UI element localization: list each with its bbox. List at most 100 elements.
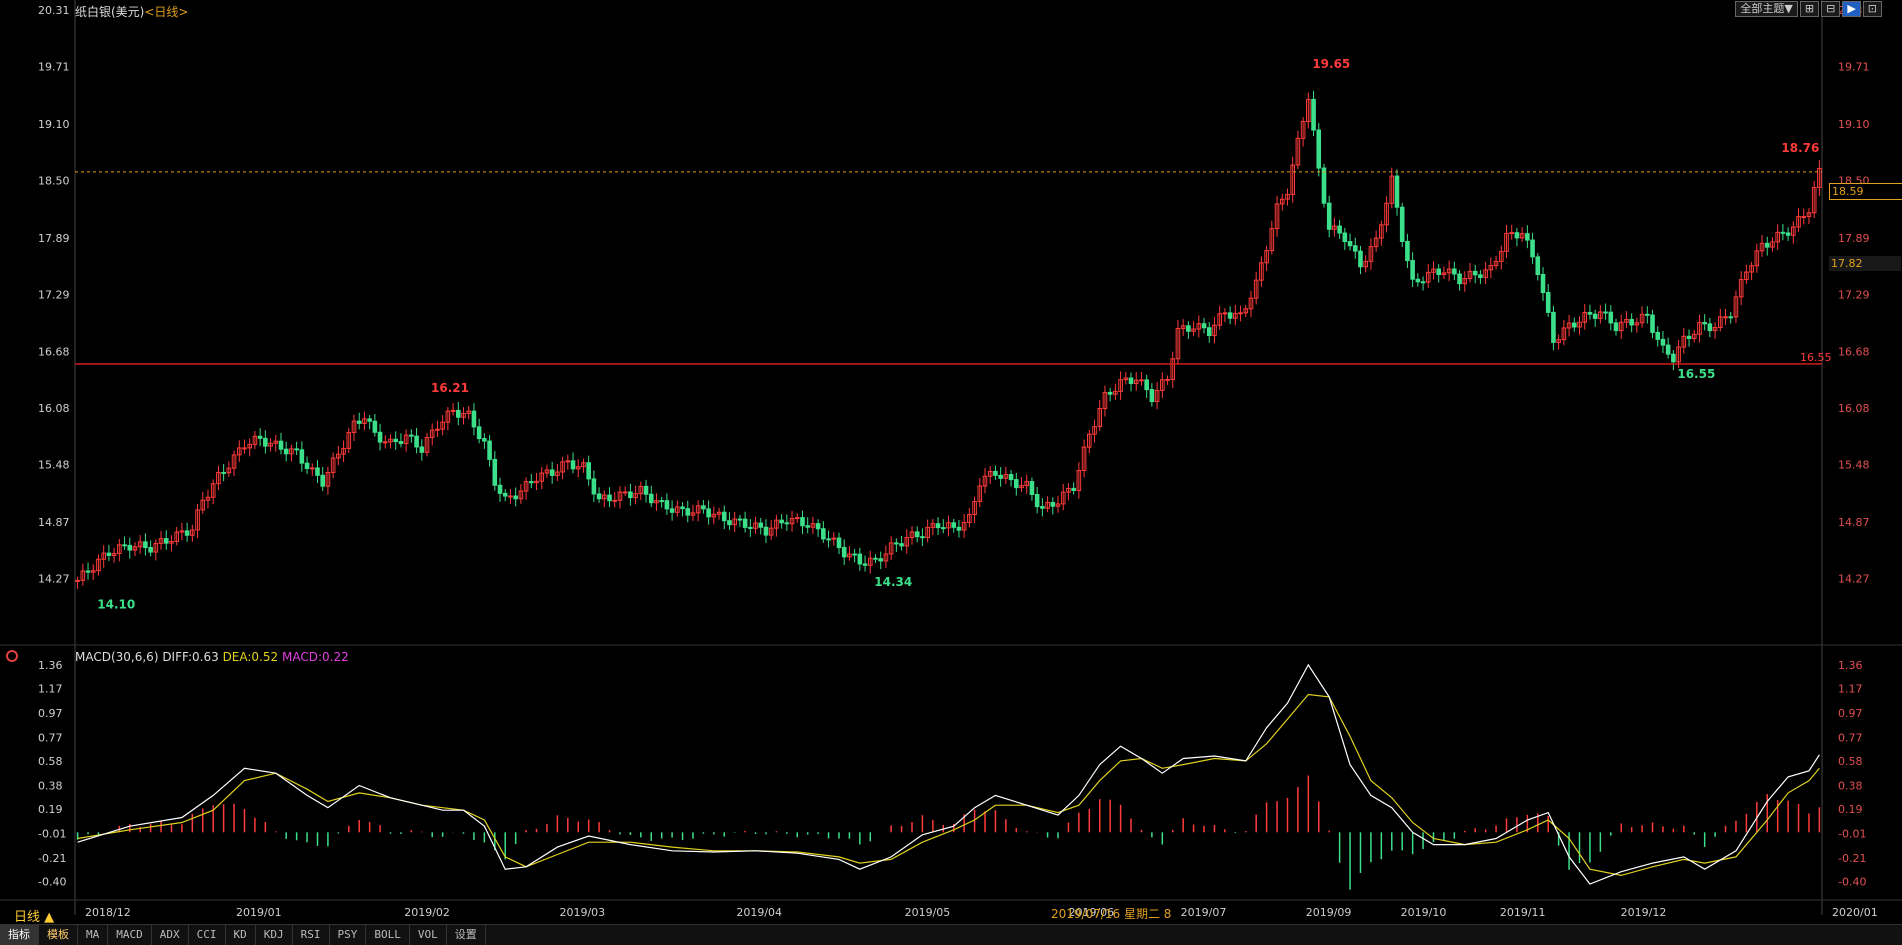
tab-settings[interactable]: 设置: [447, 925, 486, 945]
candle: [132, 546, 138, 551]
candle: [1269, 228, 1275, 252]
candle: [888, 542, 894, 555]
x-tick-label: 2019/12: [1621, 906, 1667, 919]
candle: [257, 435, 263, 439]
candle: [1097, 408, 1103, 428]
candle: [1660, 338, 1666, 346]
candle: [1691, 333, 1697, 340]
candle: [1029, 481, 1035, 496]
candle: [90, 570, 96, 573]
chart-canvas[interactable]: 20.3120.3119.7119.7119.1019.1018.5018.50…: [0, 0, 1902, 924]
candle: [1806, 212, 1812, 218]
candle: [169, 540, 174, 544]
y-tick-label-right: 14.87: [1838, 516, 1870, 529]
candle: [1618, 321, 1624, 332]
chart-title: 纸白银(美元)<日线>: [75, 3, 189, 20]
candle: [737, 518, 743, 521]
candle: [612, 499, 618, 502]
candle: [163, 538, 169, 544]
toolbar: 全部主题▼ ⊞ ⊟ ▶ ⊡: [1735, 1, 1882, 17]
tab-psy[interactable]: PSY: [330, 925, 367, 945]
candle: [1123, 377, 1129, 381]
y-tick-label-right: 16.68: [1838, 346, 1870, 359]
candle: [242, 447, 247, 450]
tab-rsi[interactable]: RSI: [293, 925, 330, 945]
candle: [1681, 335, 1687, 348]
candle: [419, 446, 425, 453]
window-icon[interactable]: ⊡: [1862, 1, 1882, 17]
x-tick-label: 2019/11: [1500, 906, 1546, 919]
tab-vol[interactable]: VOL: [410, 925, 447, 945]
macd-legend: MACD(30,6,6) DIFF:0.63 DEA:0.52 MACD:0.2…: [75, 650, 349, 664]
macd-dea-label: DEA:0.52: [222, 650, 279, 664]
candle: [914, 531, 920, 538]
candle: [1671, 353, 1676, 363]
candle: [1436, 268, 1442, 276]
price-annotation: 16.21: [431, 381, 469, 395]
instrument-name: 纸白银(美元): [75, 5, 145, 19]
candle: [732, 518, 737, 526]
candle: [1165, 378, 1170, 381]
layout-split-icon[interactable]: ⊟: [1821, 1, 1841, 17]
theme-dropdown[interactable]: 全部主题▼: [1735, 1, 1798, 17]
tab-indicators[interactable]: 指标: [0, 925, 39, 945]
candle: [1300, 121, 1306, 139]
tab-boll[interactable]: BOLL: [366, 925, 410, 945]
candle: [424, 436, 430, 453]
candle: [586, 462, 591, 480]
candle: [1227, 312, 1233, 319]
candle: [1405, 240, 1410, 262]
macd-tick-label-left: 0.19: [38, 803, 63, 816]
candle: [841, 547, 847, 558]
tab-adx[interactable]: ADX: [152, 925, 189, 945]
candle: [1759, 242, 1765, 252]
candle: [1144, 379, 1149, 391]
period-selector[interactable]: 日线 ▲: [14, 910, 55, 925]
candle: [529, 481, 534, 484]
tab-kd[interactable]: KD: [226, 925, 256, 945]
candle: [1264, 250, 1269, 264]
candle: [1718, 316, 1723, 329]
candle: [356, 420, 362, 424]
candle: [294, 448, 299, 451]
candle: [1222, 312, 1228, 315]
tab-cci[interactable]: CCI: [189, 925, 226, 945]
candle: [1551, 311, 1556, 343]
candle: [805, 525, 810, 528]
candle: [1535, 256, 1541, 275]
candle: [607, 494, 612, 502]
candle: [106, 552, 112, 556]
tab-macd[interactable]: MACD: [108, 925, 152, 945]
candle: [1384, 202, 1389, 226]
candle: [956, 526, 962, 531]
candle: [1519, 233, 1525, 239]
tab-kdj[interactable]: KDJ: [256, 925, 293, 945]
candle: [549, 469, 555, 476]
candle: [1358, 250, 1363, 268]
tab-ma[interactable]: MA: [78, 925, 109, 945]
macd-tick-label-left: 0.38: [38, 780, 63, 793]
candle: [1577, 321, 1582, 328]
play-icon[interactable]: ▶: [1842, 1, 1861, 17]
candle: [1764, 242, 1770, 248]
candle: [1306, 98, 1311, 123]
candle: [784, 522, 790, 525]
x-tick-label: 2019/04: [736, 906, 782, 919]
candle: [1785, 232, 1791, 236]
tab-templates[interactable]: 模板: [39, 925, 78, 945]
candle: [675, 506, 680, 513]
candle: [789, 517, 795, 525]
candle: [1728, 316, 1734, 319]
candle: [544, 469, 550, 474]
candle: [596, 493, 602, 500]
candle: [346, 432, 352, 449]
layout-grid-icon[interactable]: ⊞: [1799, 1, 1820, 17]
candle: [1410, 260, 1415, 280]
candle: [1540, 273, 1546, 293]
candle: [591, 478, 597, 495]
candle: [476, 426, 482, 440]
candle: [247, 443, 252, 449]
secondary-price-box: 17.82: [1829, 256, 1901, 271]
indicator-settings-icon[interactable]: [6, 650, 18, 662]
candle: [581, 462, 586, 468]
